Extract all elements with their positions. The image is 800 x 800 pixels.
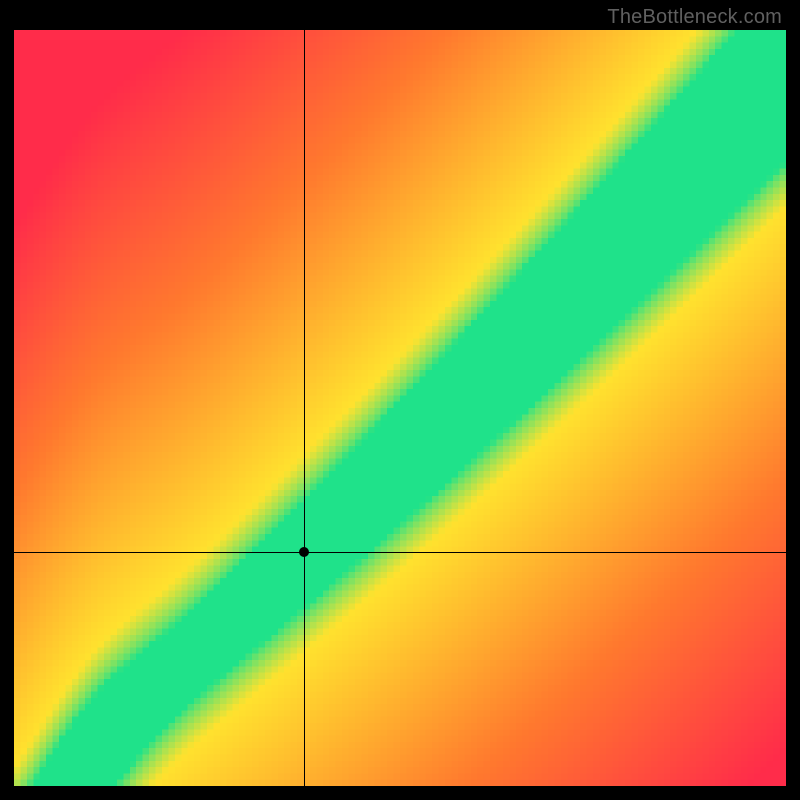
- chart-container: TheBottleneck.com: [0, 0, 800, 800]
- bottleneck-heatmap: [14, 30, 786, 786]
- attribution-text: TheBottleneck.com: [607, 6, 782, 29]
- crosshair-marker: [299, 547, 309, 557]
- plot-area: [14, 30, 786, 786]
- crosshair-vertical: [304, 30, 305, 786]
- crosshair-horizontal: [14, 552, 786, 553]
